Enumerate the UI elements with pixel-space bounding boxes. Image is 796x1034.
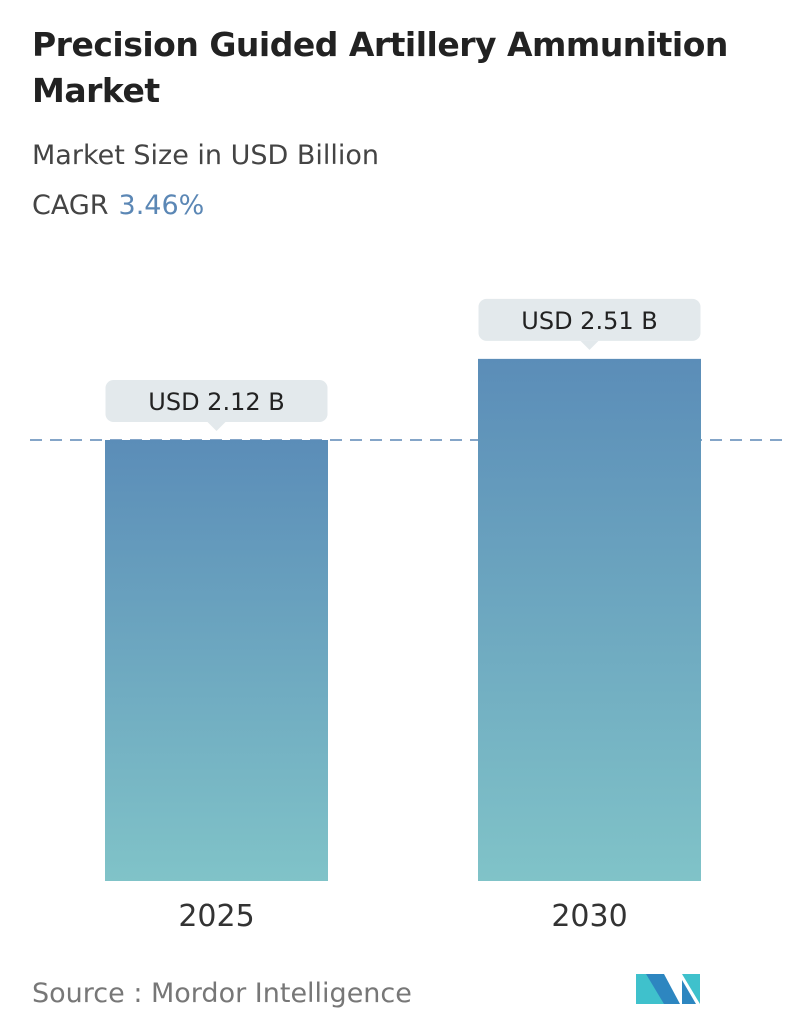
bar-2030 xyxy=(478,358,701,881)
x-tick-label: 2030 xyxy=(551,899,627,934)
chart-subtitle: Market Size in USD Billion xyxy=(32,140,380,171)
source-text: Source : Mordor Intelligence xyxy=(32,978,412,1009)
bar-chart: USD 2.12 B 2025 USD 2.51 B 2030 xyxy=(30,298,790,934)
cagr-label: CAGR xyxy=(32,190,109,221)
data-label-bg xyxy=(105,380,328,422)
x-tick-label: 2025 xyxy=(178,899,254,934)
bar-2025 xyxy=(105,440,328,881)
mordor-intelligence-logo xyxy=(636,974,700,1004)
cagr: CAGR 3.46% xyxy=(32,190,204,221)
data-label-pointer xyxy=(580,340,599,350)
chart-title: Precision Guided Artillery Ammunition Ma… xyxy=(32,25,728,110)
data-label: USD 2.12 B xyxy=(148,388,284,416)
data-label-bg xyxy=(478,298,701,341)
data-label-pointer xyxy=(207,422,226,431)
cagr-value: 3.46% xyxy=(118,190,205,221)
data-label: USD 2.51 B xyxy=(521,307,657,335)
